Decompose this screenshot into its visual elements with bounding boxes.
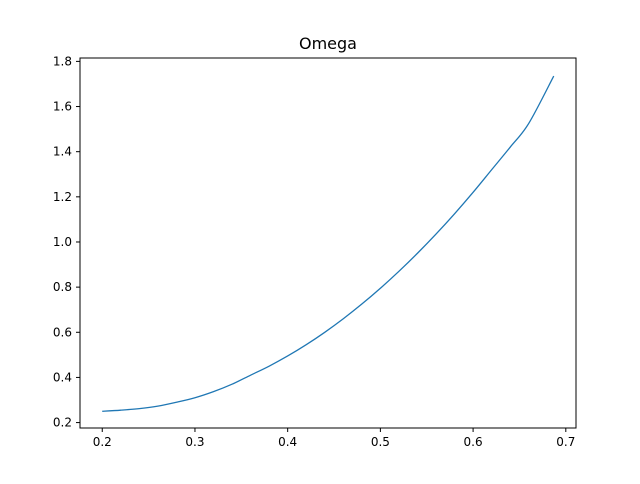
plot-area: [102, 75, 555, 412]
y-tick-label: 0.2: [53, 416, 72, 430]
chart-title: Omega: [299, 34, 357, 53]
x-tick-label: 0.2: [93, 435, 112, 449]
y-tick-label: 1.4: [53, 145, 72, 159]
y-tick-label: 1.8: [53, 54, 72, 68]
x-tick-label: 0.7: [556, 435, 575, 449]
x-tick-label: 0.6: [464, 435, 483, 449]
x-tick-label: 0.5: [371, 435, 390, 449]
x-axis: 0.2 0.3 0.4 0.5 0.6 0.7: [93, 428, 575, 449]
y-tick-label: 1.6: [53, 100, 72, 114]
y-tick-label: 0.4: [53, 370, 72, 384]
y-axis: 0.2 0.4 0.6 0.8 1.0 1.2 1.4 1.6 1.8: [53, 54, 80, 430]
y-tick-label: 0.6: [53, 325, 72, 339]
y-tick-label: 0.8: [53, 280, 72, 294]
plot-frame: [79, 57, 577, 429]
y-tick-label: 1.2: [53, 190, 72, 204]
y-tick-label: 1.0: [53, 235, 72, 249]
x-tick-label: 0.4: [278, 435, 297, 449]
x-tick-label: 0.3: [185, 435, 204, 449]
series-line: [102, 75, 555, 412]
